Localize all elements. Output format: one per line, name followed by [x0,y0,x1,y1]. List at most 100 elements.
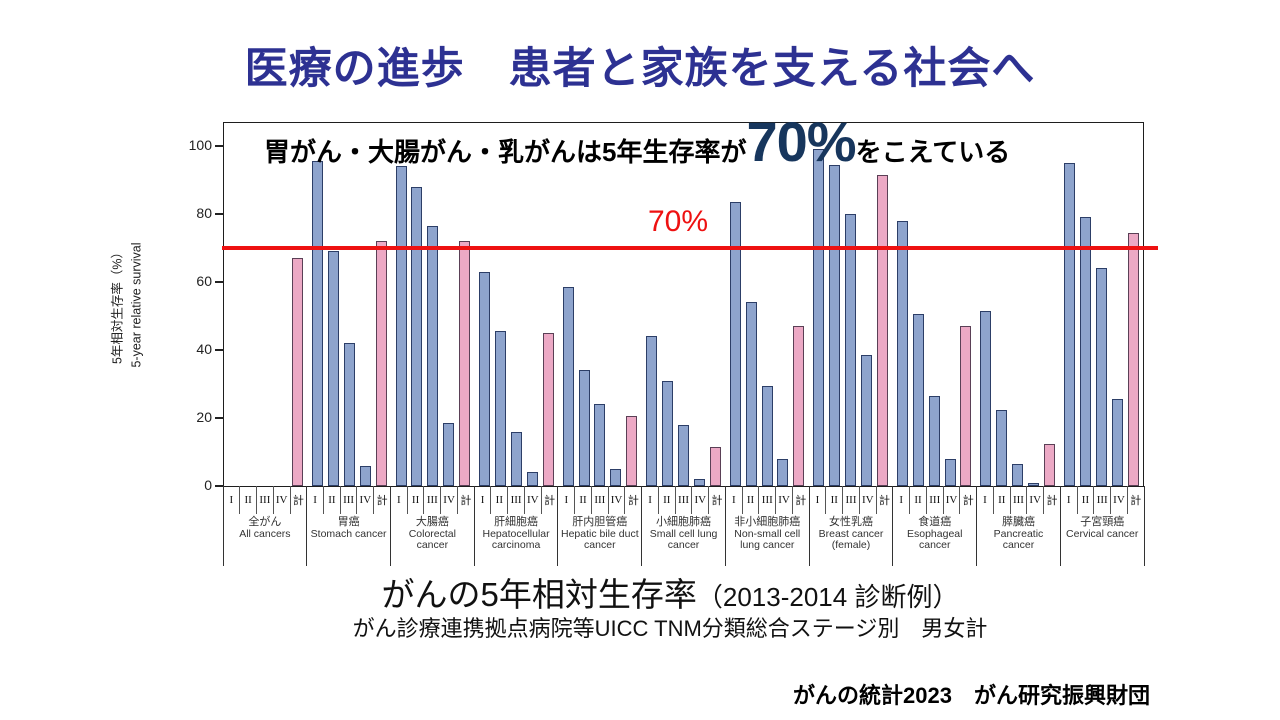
group-label-jp: 女性乳癌 [829,516,873,528]
stage-label: II [910,486,927,514]
stage-label: II [826,486,844,514]
stage-label: IV [274,486,291,514]
group-label: 子宮頸癌 Cervical cancer [1061,514,1144,566]
stage-label: IV [357,486,375,514]
chart-annotation: 胃がん・大腸がん・乳がんは5年生存率が70%をこえている [264,114,1010,170]
bar-slot [942,123,958,486]
bar-group-breast-cancer-female- [809,123,893,486]
group-label-en: Breast cancer (female) [818,527,884,552]
bar-III [678,424,689,486]
bar-I [395,166,407,486]
bar-I [562,287,574,486]
annotation-suffix: をこえている [855,137,1011,167]
y-tick-mark [215,213,224,215]
stage-label: 計 [711,495,723,507]
bar-slot [958,123,974,486]
y-tick-mark [215,281,224,283]
caption-paren: （2013-2014 診断例） [696,582,959,612]
bar-slot [1010,123,1026,486]
bar-I [813,149,825,486]
bar-計 [793,326,805,486]
bar-slot [409,123,425,486]
y-tick-mark [215,417,224,419]
bar-slot [493,123,509,486]
reference-line-70pct [222,246,1158,250]
stage-label: 計 [627,495,639,507]
bar-slot [676,123,692,486]
bar-II [829,164,841,486]
bar-II [578,370,590,486]
stage-label: IV [1111,486,1128,514]
bar-計 [876,174,888,486]
stage-label: I [475,486,492,514]
stage-label: 計 [544,495,556,507]
bar-slot [811,123,827,486]
bar-II [1079,217,1091,486]
stage-label: I [893,486,911,514]
stage-label: III [759,486,777,514]
bar-slot [994,123,1010,486]
bar-slot [325,123,341,486]
bar-IV [861,355,872,486]
bar-II [327,251,339,486]
bar-slot [310,123,326,486]
bar-I [729,202,741,486]
bar-IV [693,479,705,486]
plot-area [224,123,1143,486]
group-label: 非小細胞肺癌 Non-small cell lung cancer [726,514,809,566]
stage-label: IV [692,486,710,514]
bar-III [928,395,940,486]
y-axis-label: 5年相対生存率（%） 5-year relative survival [109,242,148,367]
group-label-jp: 大腸癌 [415,516,449,528]
bar-slot [1093,123,1109,486]
stage-tick-row: I II III IV 計 [391,486,474,514]
stage-label: 計 [962,495,974,507]
bar-group-colorectal-cancer [391,123,475,486]
stage-label: II [575,486,592,514]
group-label-jp: 胃癌 [337,516,360,528]
bar-slot [457,123,473,486]
bar-IV [610,469,622,486]
stage-label: I [642,486,659,514]
group-label-jp: 食道癌 [918,516,952,528]
bar-slot [644,123,660,486]
bar-slot [226,123,242,486]
x-axis-group: I II III IV 計肝細胞癌 Hepatocellular carcinoma [475,486,559,566]
annotation-prefix: 胃がん・大腸がん・乳がんは5年生存率が [264,137,747,167]
group-label-jp: 全がん [248,516,282,528]
bar-計 [626,416,638,486]
bar-II [495,331,506,486]
bar-slot [477,123,493,486]
y-tick-label: 40 [196,341,212,357]
bar-計 [709,446,721,486]
group-label-en: Colorectal cancer [408,527,456,552]
bar-計 [1127,232,1139,486]
bar-slot [894,123,910,486]
bar-slot [373,123,389,486]
stage-label: II [240,486,257,514]
group-label-en: Hepatic bile duct cancer [560,527,639,552]
bar-計 [542,333,554,486]
stage-label: II [491,486,509,514]
bar-group-small-cell-lung-cancer [642,123,726,486]
bar-III [761,385,773,486]
bar-slot [341,123,357,486]
x-axis-group: I II III IV 計非小細胞肺癌 Non-small cell lung cance… [726,486,810,566]
bar-slot [859,123,875,486]
y-tick-label: 80 [196,205,212,221]
stage-label: II [659,486,676,514]
stage-label: III [341,486,358,514]
source-credit: がんの統計2023 がん研究振興財団 [793,683,1150,708]
bar-III [594,404,606,486]
x-axis-group: I II III IV 計全がん All cancers [224,486,308,566]
slide-title: 医療の進歩 患者と家族を支える社会へ [244,45,1036,93]
bar-slot [743,123,759,486]
y-tick-mark [215,145,224,147]
stage-label: III [676,486,693,514]
bar-IV [526,472,538,486]
group-label: 食道癌 Esophageal cancer [893,514,976,566]
x-axis-group: I II III IV 計大腸癌 Colorectal cancer [391,486,475,566]
bar-計 [459,241,471,486]
group-label: 肝内胆管癌 Hepatic bile duct cancer [558,514,641,566]
bar-group-non-small-cell-lung-cancer [725,123,809,486]
